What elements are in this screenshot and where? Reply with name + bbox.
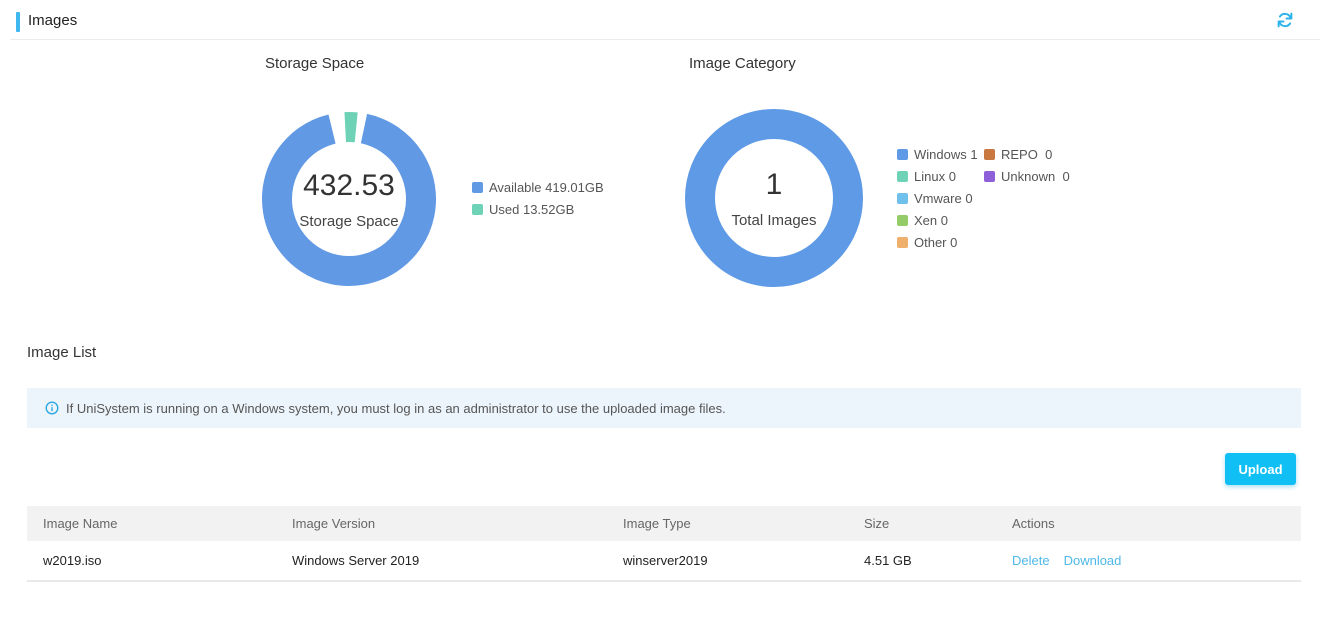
storage-donut-chart	[262, 111, 436, 286]
legend-count-repo: 0	[1045, 146, 1053, 162]
legend-item-linux[interactable]: Linux 0	[897, 165, 978, 187]
legend-label-xen: Xen	[914, 212, 938, 228]
legend-item-xen[interactable]: Xen 0	[897, 209, 978, 231]
legend-item-vmware[interactable]: Vmware 0	[897, 187, 978, 209]
legend-label-used: Used 13.52GB	[489, 201, 575, 217]
image-table: Image Name Image Version Image Type Size…	[27, 506, 1301, 582]
admin-notice: If UniSystem is running on a Windows sys…	[27, 388, 1301, 428]
legend-item-other[interactable]: Other 0	[897, 231, 978, 253]
storage-space-title: Storage Space	[265, 55, 365, 72]
image-table-header: Image Name Image Version Image Type Size…	[27, 506, 1301, 541]
image-actions-cell: Delete Download	[1012, 541, 1135, 580]
xen-swatch	[897, 214, 908, 226]
legend-count-other: 0	[950, 234, 958, 250]
legend-item-unknown[interactable]: Unknown 0	[984, 165, 1070, 187]
other-swatch	[897, 236, 908, 248]
refresh-icon[interactable]	[1276, 11, 1294, 29]
image-size-cell: 4.51 GB	[864, 553, 912, 568]
unknown-swatch	[984, 170, 995, 182]
legend-label-windows: Windows	[914, 146, 967, 162]
column-header-image-name[interactable]: Image Name	[43, 516, 118, 531]
image-category-title: Image Category	[689, 55, 796, 72]
column-header-size[interactable]: Size	[864, 516, 890, 531]
legend-label-unknown: Unknown	[1001, 168, 1056, 184]
legend-count-windows: 1	[970, 146, 978, 162]
upload-button[interactable]: Upload	[1225, 453, 1296, 485]
info-icon	[45, 401, 59, 415]
page-title: Images	[28, 12, 78, 29]
storage-legend: Available 419.01GB Used 13.52GB	[472, 176, 604, 220]
column-header-image-type[interactable]: Image Type	[623, 516, 691, 531]
legend-item-windows[interactable]: Windows 1	[897, 143, 978, 165]
legend-label-other: Other	[914, 234, 947, 250]
linux-swatch	[897, 170, 908, 182]
storage-total-label: Storage Space	[299, 212, 399, 230]
legend-item-used[interactable]: Used 13.52GB	[472, 198, 604, 220]
legend-label-vmware: Vmware	[914, 190, 962, 206]
image-type-cell: winserver2019	[623, 553, 708, 568]
legend-item-available[interactable]: Available 419.01GB	[472, 176, 604, 198]
used-swatch	[472, 203, 483, 215]
category-legend-col1: Windows 1 Linux 0 Vmware 0 Xen 0 Other 0	[897, 143, 978, 253]
download-link[interactable]: Download	[1063, 553, 1122, 568]
page-header: Images	[10, 0, 1320, 40]
category-windows-arc	[685, 109, 863, 287]
legend-label-available: Available 419.01GB	[489, 179, 604, 195]
delete-link[interactable]: Delete	[1012, 553, 1050, 568]
storage-total-value: 432.53	[303, 168, 395, 202]
image-list-title: Image List	[27, 344, 97, 361]
image-version-cell: Windows Server 2019	[292, 553, 420, 568]
storage-donut-center: 432.53 Storage Space	[260, 110, 438, 288]
storage-donut: 432.53 Storage Space	[260, 110, 438, 288]
category-legend-col2: REPO 0 Unknown 0	[984, 143, 1070, 187]
category-donut-center: 1 Total Images	[684, 108, 864, 288]
admin-notice-text: If UniSystem is running on a Windows sys…	[66, 400, 726, 416]
table-row: w2019.iso Windows Server 2019 winserver2…	[27, 541, 1301, 582]
available-swatch	[472, 181, 483, 193]
column-header-actions: Actions	[1012, 516, 1055, 531]
legend-label-linux: Linux	[914, 168, 946, 184]
legend-count-vmware: 0	[965, 190, 973, 206]
legend-label-repo: REPO	[1001, 146, 1038, 162]
image-name-cell: w2019.iso	[43, 553, 102, 568]
category-total-label: Total Images	[731, 211, 817, 229]
category-donut-chart	[685, 109, 863, 287]
column-header-image-version[interactable]: Image Version	[292, 516, 376, 531]
storage-used-arc	[262, 112, 436, 286]
repo-swatch	[984, 148, 995, 160]
category-donut: 1 Total Images	[684, 108, 864, 288]
legend-count-unknown: 0	[1062, 168, 1070, 184]
legend-count-xen: 0	[940, 212, 948, 228]
legend-item-repo[interactable]: REPO 0	[984, 143, 1070, 165]
legend-count-linux: 0	[948, 168, 956, 184]
vmware-swatch	[897, 192, 908, 204]
category-total-value: 1	[765, 167, 783, 201]
windows-swatch	[897, 148, 908, 160]
header-accent-bar	[16, 12, 20, 32]
